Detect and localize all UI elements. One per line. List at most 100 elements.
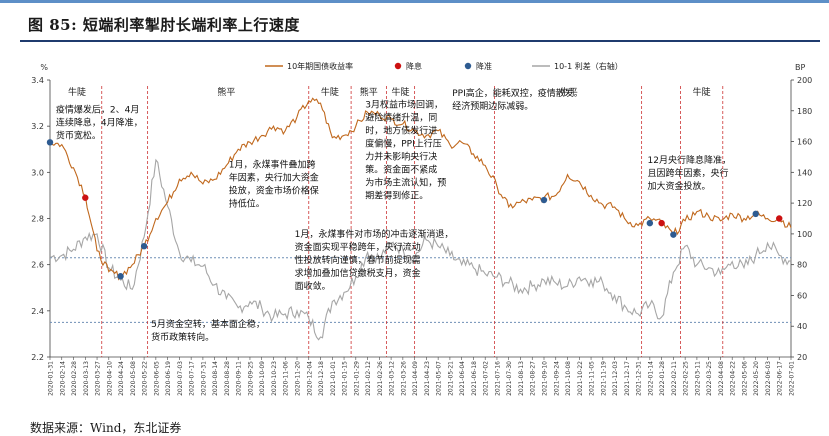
phase-label: 牛平 bbox=[560, 86, 578, 98]
marker-rrr-cut bbox=[646, 219, 654, 227]
annotation-a6-line: 货币政策转向。 bbox=[151, 331, 214, 343]
x-tick-label: 2022-01-14 bbox=[647, 361, 654, 396]
annotation-a4-line: PPI高企，能耗双控，疫情散发。 bbox=[452, 87, 583, 99]
series-line-spread bbox=[49, 158, 792, 341]
x-tick-label: 2021-11-19 bbox=[600, 361, 607, 396]
legend-label-2: 降准 bbox=[476, 61, 492, 71]
legend-label-1: 降息 bbox=[406, 61, 422, 71]
annotation-a3-line: 时，地方债发行进 bbox=[365, 125, 437, 137]
series-line-10y-yield bbox=[49, 97, 792, 281]
x-tick-label: 2021-03-12 bbox=[389, 361, 396, 396]
annotation-a3-line: 避险情绪升温，同 bbox=[365, 112, 437, 124]
right-tick-label: 180 bbox=[797, 107, 812, 116]
marker-rrr-cut bbox=[140, 243, 148, 250]
annotation-a7-line: 加大资金投放。 bbox=[648, 180, 711, 192]
phase-label: 熊平 bbox=[360, 86, 378, 98]
left-tick-label: 2.2 bbox=[31, 353, 44, 362]
annotation-a5-line: 1月，永煤事件对市场的冲击逐渐消退， bbox=[295, 228, 454, 240]
right-tick-label: 40 bbox=[797, 322, 807, 331]
annotation-a4-line: 经济预期边际减弱。 bbox=[452, 100, 533, 112]
marker-rate-cut bbox=[776, 215, 783, 222]
phase-label: 牛陡 bbox=[391, 86, 409, 98]
phase-label: 牛陡 bbox=[693, 86, 711, 98]
top-rule bbox=[0, 0, 829, 3]
x-tick-label: 2020-02-28 bbox=[71, 361, 78, 396]
legend-label-0: 10年期国债收益率 bbox=[287, 61, 353, 71]
x-tick-label: 2021-10-22 bbox=[577, 361, 584, 396]
annotation-a6-line: 5月资金空转，基本面企稳， bbox=[151, 318, 265, 330]
phase-label: 牛陡 bbox=[68, 86, 86, 98]
marker-rate-cut bbox=[658, 219, 665, 227]
x-tick-label: 2020-07-31 bbox=[200, 361, 207, 396]
x-tick-label: 2022-02-11 bbox=[671, 361, 678, 396]
x-tick-label: 2020-07-17 bbox=[189, 361, 196, 396]
left-tick-label: 3.2 bbox=[31, 122, 44, 131]
right-tick-label: 160 bbox=[797, 138, 812, 147]
annotation-a5-line: 资金面实现平稳跨年，央行流动 bbox=[295, 241, 421, 253]
annotation-a3-line: 3月权益市场回调， bbox=[365, 99, 443, 111]
x-tick-label: 2020-08-14 bbox=[212, 361, 219, 396]
marker-rrr-cut bbox=[540, 196, 548, 204]
x-tick-label: 2021-02-12 bbox=[365, 361, 372, 396]
x-tick-label: 2020-03-27 bbox=[95, 361, 102, 396]
annotation-a5-line: 面收敛。 bbox=[295, 280, 331, 292]
annotation-a2-line: 投放，资金市场价格保 bbox=[229, 185, 319, 197]
x-tick-label: 2022-03-25 bbox=[706, 361, 713, 396]
left-axis-unit: % bbox=[40, 63, 48, 72]
marker-rrr-cut bbox=[752, 210, 759, 218]
figure-title: 图 85: 短端利率掣肘长端利率上行速度 bbox=[28, 16, 300, 34]
annotation-a3-line: 为市场主流认知，预 bbox=[365, 177, 446, 189]
x-tick-label: 2020-12-04 bbox=[306, 361, 313, 396]
right-tick-label: 120 bbox=[797, 199, 812, 208]
phase-label: 牛陡 bbox=[321, 86, 339, 98]
x-tick-label: 2020-07-03 bbox=[177, 361, 184, 396]
x-tick-label: 2022-06-03 bbox=[765, 361, 772, 396]
x-tick-label: 2021-08-13 bbox=[518, 361, 525, 396]
left-tick-label: 2.6 bbox=[31, 261, 44, 270]
x-tick-label: 2021-07-02 bbox=[483, 361, 490, 396]
x-tick-label: 2021-12-31 bbox=[636, 361, 643, 396]
x-tick-label: 2020-10-09 bbox=[259, 361, 266, 396]
annotation-a5-line: 求增加叠加信贷缴税支月，资金 bbox=[295, 267, 421, 279]
left-tick-label: 3.4 bbox=[31, 76, 44, 85]
x-tick-label: 2020-05-22 bbox=[142, 361, 149, 396]
left-tick-label: 2.4 bbox=[31, 307, 44, 316]
chart: % BP 2.2 2.4 2.6 2.8 3.0 3.2 3.4 20 40 60 80 100 120 14… bbox=[31, 61, 812, 396]
annotation-a1-line: 疫情爆发后，2、4月 bbox=[56, 103, 139, 115]
x-tick-label: 2021-05-21 bbox=[447, 361, 454, 396]
annotation-a1-line: 货币宽松。 bbox=[56, 129, 101, 141]
x-tick-label: 2022-01-28 bbox=[659, 361, 666, 396]
x-tick-label: 2020-11-20 bbox=[295, 361, 302, 396]
x-tick-label: 2021-01-29 bbox=[353, 361, 360, 396]
x-tick-label: 2020-05-08 bbox=[130, 361, 137, 396]
x-tick-label: 2022-04-08 bbox=[718, 361, 725, 396]
x-tick-label: 2022-05-20 bbox=[753, 361, 760, 396]
annotation-a5-line: 性投放转向谨慎，春节前提现需 bbox=[295, 254, 421, 266]
annotation-a2-line: 年因素，央行加大资金 bbox=[229, 172, 319, 184]
x-tick-label: 2020-06-05 bbox=[153, 361, 160, 396]
x-tick-label: 2020-04-24 bbox=[118, 361, 125, 396]
x-tick-label: 2022-03-11 bbox=[694, 361, 701, 396]
x-tick-label: 2022-05-06 bbox=[741, 361, 748, 396]
annotation-a7-line: 且因跨年因素，央行 bbox=[648, 167, 729, 179]
right-tick-label: 140 bbox=[797, 168, 812, 177]
x-tick-label: 2020-12-18 bbox=[318, 361, 325, 396]
x-tick-label: 2021-10-08 bbox=[565, 361, 572, 396]
legend-swatch-1 bbox=[394, 62, 402, 70]
left-tick-label: 2.8 bbox=[31, 215, 44, 224]
annotation-a1-line: 连续降息，4月降准， bbox=[56, 116, 143, 128]
source-note: 数据来源：Wind，东北证券 bbox=[30, 421, 182, 435]
x-tick-label: 2020-08-28 bbox=[224, 361, 231, 396]
x-tick-label: 2021-12-03 bbox=[612, 361, 619, 396]
x-tick-label: 2021-02-26 bbox=[377, 361, 384, 396]
right-tick-label: 100 bbox=[797, 230, 812, 239]
x-tick-label: 2020-09-11 bbox=[236, 361, 243, 396]
x-tick-label: 2022-06-17 bbox=[777, 361, 784, 396]
marker-rrr-cut bbox=[46, 139, 54, 146]
x-tick-label: 2021-06-18 bbox=[471, 361, 478, 396]
annotation-a3-line: 力并未影响央行决 bbox=[365, 151, 437, 163]
right-axis-unit: BP bbox=[795, 63, 805, 72]
x-tick-label: 2020-04-10 bbox=[106, 361, 113, 396]
x-tick-label: 2021-03-26 bbox=[400, 361, 407, 396]
annotation-a3-line: 度偏慢，PPI上行压 bbox=[365, 138, 442, 150]
